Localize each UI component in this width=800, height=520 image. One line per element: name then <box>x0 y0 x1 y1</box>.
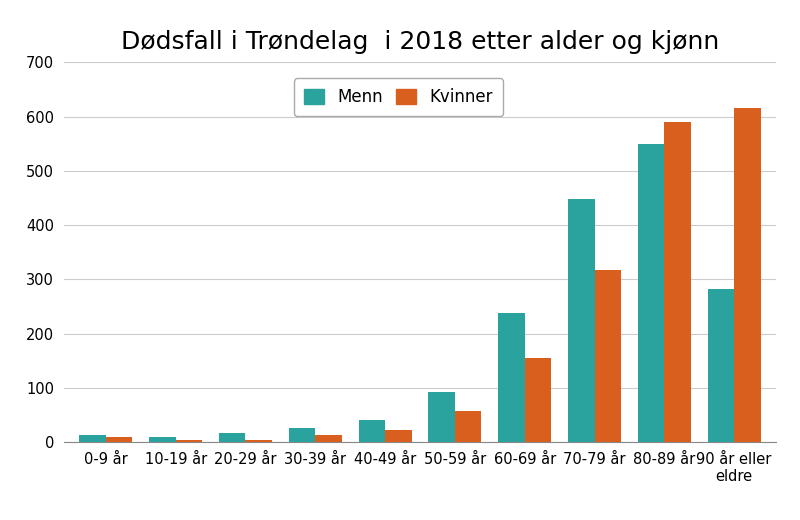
Bar <box>289 428 315 442</box>
Bar <box>525 358 551 442</box>
Bar <box>315 435 342 442</box>
Bar <box>734 109 761 442</box>
Bar <box>707 289 734 442</box>
Bar <box>246 440 272 442</box>
Bar <box>638 144 664 442</box>
Bar <box>385 430 412 442</box>
Bar <box>428 392 455 442</box>
Bar <box>594 270 621 442</box>
Bar <box>498 314 525 442</box>
Bar <box>664 122 691 442</box>
Bar <box>106 437 133 442</box>
Bar <box>149 437 176 442</box>
Legend: Menn, Kvinner: Menn, Kvinner <box>294 79 503 116</box>
Bar <box>568 199 594 442</box>
Bar <box>79 435 106 442</box>
Bar <box>455 411 482 442</box>
Title: Dødsfall i Trøndelag  i 2018 etter alder og kjønn: Dødsfall i Trøndelag i 2018 etter alder … <box>121 30 719 54</box>
Bar <box>219 433 246 442</box>
Bar <box>176 440 202 442</box>
Bar <box>358 420 385 442</box>
